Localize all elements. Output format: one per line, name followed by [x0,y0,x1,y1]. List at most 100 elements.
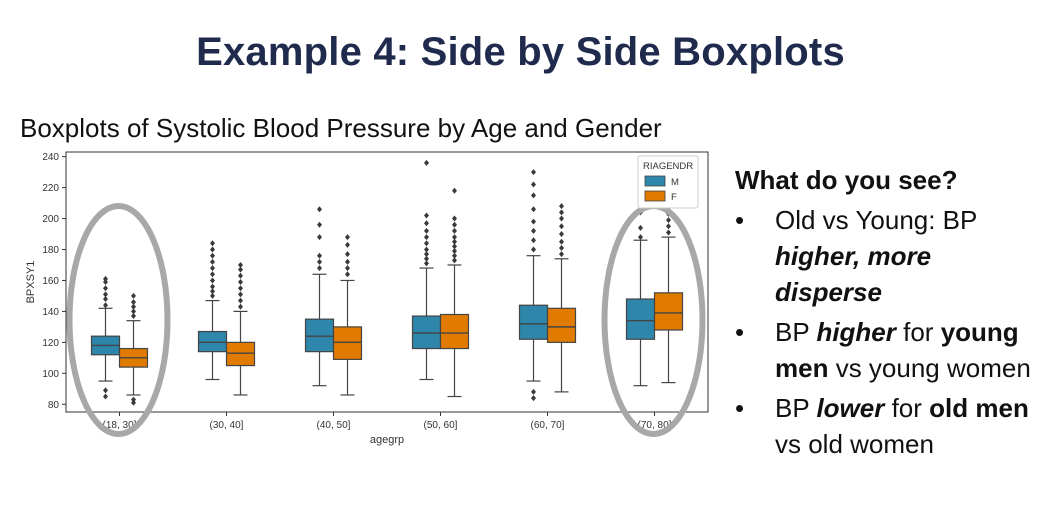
highlight-circle [66,203,171,437]
outlier-point [531,237,536,244]
outlier-point [103,387,108,394]
outlier-point [531,395,536,402]
bullet-list: • Old vs Young: BP higher, more disperse •… [735,202,1035,462]
outlier-point [559,251,564,258]
box-iqr [625,298,656,340]
outlier-point [666,229,671,236]
box-iqr [332,326,363,360]
outlier-point [531,388,536,395]
outlier-point [559,244,564,251]
bullet-text: Old vs Young: BP [775,205,977,235]
outlier-point [452,248,457,255]
bullet-text: lower [816,393,885,423]
x-tick-label: (70, 80] [638,420,672,431]
outlier-point [131,313,136,320]
bullet-dot: • [735,393,745,423]
outlier-point [131,303,136,310]
x-tick-label: (50, 60] [424,420,458,431]
outlier-point [424,234,429,241]
bullet-text: vs old women [775,429,934,459]
boxplot-chart: 80 100 120 140 160 180 200 220 240 (18, 30] (30, 4… [22,148,722,448]
outlier-point [103,296,108,303]
box-iqr [225,341,256,367]
bullet-item: • BP lower for old men vs old women [735,390,1035,462]
outlier-point [131,299,136,306]
outlier-point [424,251,429,258]
outlier-point [531,218,536,225]
x-tick-label: (40, 50] [317,420,351,431]
outlier-point [424,159,429,166]
outlier-point [559,215,564,222]
box-iqr [304,318,335,353]
outlier-point [210,252,215,259]
outlier-point [531,227,536,234]
outlier-point [238,297,243,304]
outlier-point [210,246,215,253]
outlier-point [345,265,350,272]
outlier-point [559,209,564,216]
outlier-point [559,203,564,210]
outlier-point [103,393,108,400]
chart-caption: Boxplots of Systolic Blood Pressure by A… [20,113,662,143]
y-tick-label: 220 [42,183,59,194]
outlier-point [238,303,243,310]
outlier-point [238,291,243,298]
bullet-heading: What do you see? [735,165,958,195]
y-tick-label: 80 [48,400,60,411]
box-iqr [653,292,684,331]
bullet-text: higher [816,317,896,347]
bullet-text: for [884,393,930,423]
box-iqr [518,304,549,340]
outlier-point [531,192,536,199]
outlier-point [345,241,350,248]
outlier-point [317,252,322,259]
outlier-point [452,243,457,250]
outlier-point [424,255,429,262]
outlier-point [103,285,108,292]
outlier-point [345,271,350,278]
box-iqr [411,315,442,350]
y-tick-label: 240 [42,152,59,163]
legend-swatch [644,190,666,202]
outlier-point [103,291,108,298]
outlier-point [666,223,671,230]
slide-title: Example 4: Side by Side Boxplots [196,30,845,74]
bullet-panel: What do you see? • Old vs Young: BP highe… [735,162,1035,462]
outlier-point [103,302,108,309]
outlier-point [317,258,322,265]
outlier-point [452,238,457,245]
y-tick-label: 200 [42,214,59,225]
outlier-point [424,260,429,267]
bullet-text: higher, more disperse [775,241,932,307]
y-tick-label: 160 [42,276,59,287]
outlier-point [531,169,536,176]
outlier-point [452,252,457,259]
bullet-dot: • [735,317,745,347]
outlier-point [424,212,429,219]
outlier-point [452,257,457,264]
legend-title: RIAGENDR [643,161,693,172]
outlier-point [531,246,536,253]
outlier-point [452,234,457,241]
outlier-point [317,221,322,228]
outlier-point [531,206,536,213]
y-axis-label: BPXSY1 [25,261,37,304]
y-tick-label: 140 [42,307,59,318]
outlier-point [238,279,243,285]
outlier-point [210,258,215,265]
bullet-text: young men [775,317,1019,383]
outlier-point [666,217,671,224]
outlier-point [103,279,108,285]
outlier-point [424,227,429,234]
box-iqr [439,313,470,350]
outlier-point [424,220,429,227]
outlier-point [210,288,215,295]
outlier-point [638,224,643,231]
outlier-point [238,272,243,279]
outlier-point [210,283,215,290]
x-tick-label: (30, 40] [210,420,244,431]
x-tick-label: (60, 70] [531,420,565,431]
outlier-point [424,240,429,247]
outlier-point [210,292,215,299]
outlier-point [531,181,536,188]
